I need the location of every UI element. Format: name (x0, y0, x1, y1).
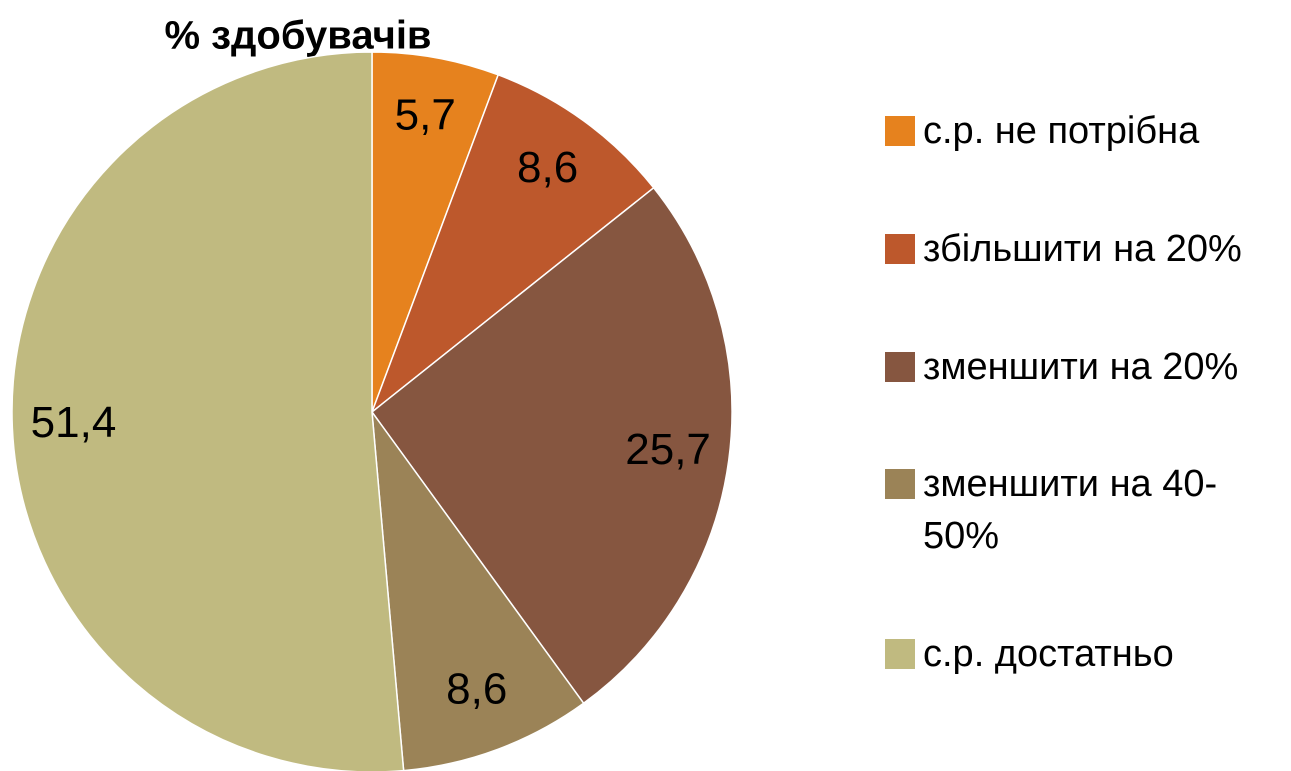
data-label: 8,6 (517, 143, 578, 192)
legend-swatch (885, 116, 915, 146)
legend-item: збільшити на 20% (885, 223, 1285, 275)
legend-label: зменшити на 40-50% (923, 463, 1218, 558)
legend-label: с.р. не потрібна (923, 110, 1200, 152)
pie-slice (371, 409, 585, 771)
legend-swatch (885, 469, 915, 500)
chart-title: % здобувачів (164, 14, 431, 58)
data-label: 5,7 (395, 91, 456, 140)
pie-slice (11, 51, 405, 771)
pie-slice (370, 73, 655, 415)
legend-label: зменшити на 20% (923, 345, 1239, 388)
legend-swatch (885, 639, 915, 669)
data-label: 51,4 (31, 398, 117, 447)
legend-item: с.р. достатньо (885, 628, 1285, 680)
legend-swatch (885, 233, 915, 264)
legend-swatch (885, 351, 915, 382)
legend-item: зменшити на 40-50% (885, 458, 1285, 562)
pie-slice (370, 186, 733, 705)
legend: с.р. не потрібна збільшити на 20% зменшити… (885, 105, 1285, 680)
pie-slice (371, 51, 500, 413)
data-label: 8,6 (446, 664, 507, 713)
legend-item: зменшити на 20% (885, 341, 1285, 393)
legend-label: с.р. достатньо (923, 633, 1174, 675)
legend-label: збільшити на 20% (923, 227, 1242, 270)
legend-item: с.р. не потрібна (885, 105, 1285, 157)
data-label: 25,7 (625, 425, 711, 474)
